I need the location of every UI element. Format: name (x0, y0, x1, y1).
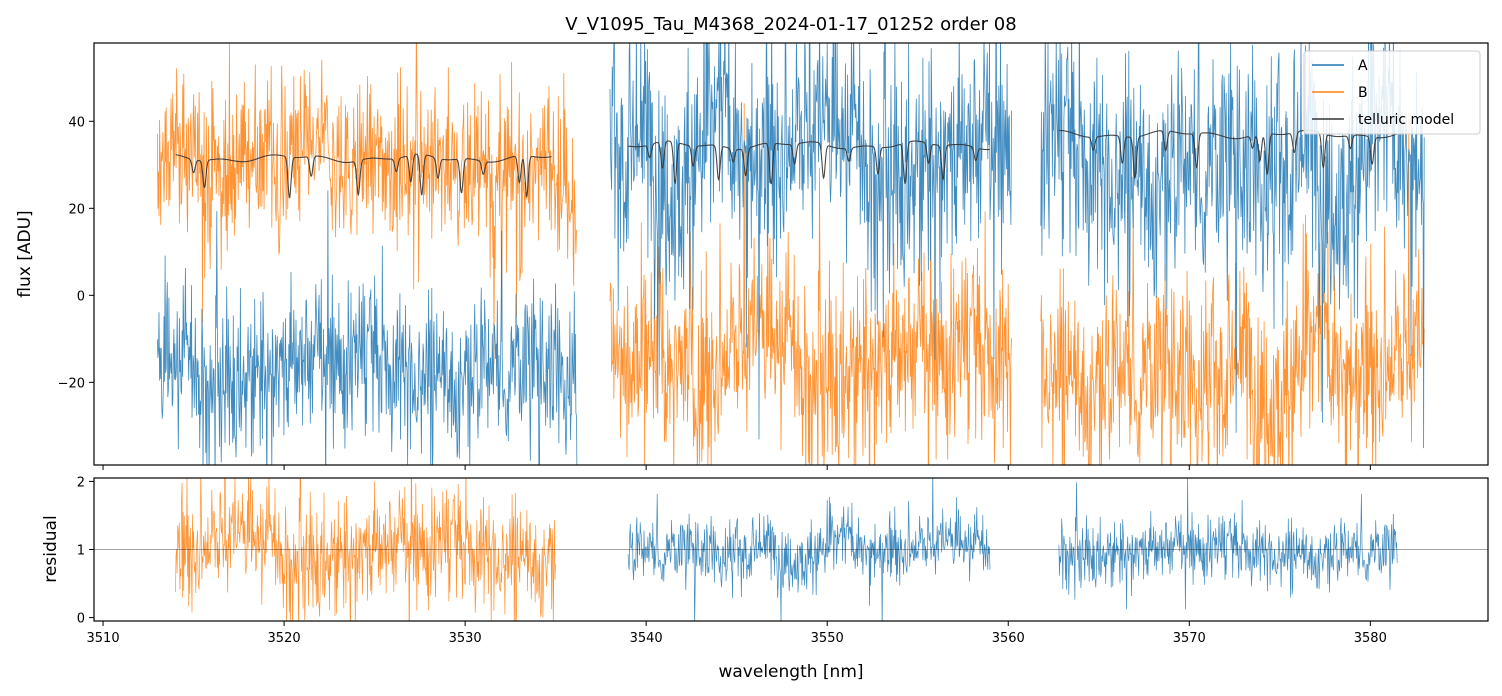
flux-series-group (157, 43, 1425, 465)
legend-label-telluric: telluric model (1358, 112, 1454, 128)
residual-x-tick-label: 3540 (630, 631, 663, 646)
residual-y-ticks: 2 1 0 (77, 475, 94, 627)
flux-y-tick-label: −20 (58, 376, 85, 391)
legend-label-b: B (1358, 85, 1368, 101)
residual-y-tick-label: 0 (77, 612, 85, 627)
residual-x-tick-label: 3580 (1354, 631, 1387, 646)
residual-x-tick: 3550 (811, 621, 844, 646)
legend: A B telluric model (1303, 50, 1481, 135)
flux-y-tick-label: 20 (68, 202, 85, 217)
flux-y-tick: 20 (68, 202, 94, 217)
residual-x-tick: 3580 (1354, 621, 1387, 646)
residual-x-tick-label: 3570 (1173, 631, 1206, 646)
flux-y-axis-label: flux [ADU] (15, 210, 35, 297)
residual-y-tick-label: 2 (77, 475, 85, 490)
residual-x-tick: 3570 (1173, 621, 1206, 646)
flux-series-telluric-model-segment-3 (1058, 129, 1398, 180)
residual-y-tick-label: 1 (77, 544, 85, 559)
flux-y-ticks: 40 20 0 −20 (58, 115, 94, 391)
flux-series-a-segment-3 (1040, 43, 1425, 449)
residual-y-axis-label: residual (41, 515, 61, 582)
residual-panel: 2 1 0 3510 3520 3530 3540 3550 3560 3570 3580 res… (41, 475, 1489, 646)
flux-series-a-segment-2 (609, 43, 1012, 440)
residual-series-group (94, 478, 1488, 621)
flux-y-tick: 0 (77, 289, 94, 304)
residual-x-ticks: 3510 3520 3530 3540 3550 3560 3570 3580 (87, 621, 1387, 646)
flux-series-telluric-model-segment-2 (627, 140, 990, 185)
residual-x-tick: 3530 (449, 621, 482, 646)
residual-y-tick: 0 (77, 612, 94, 627)
residual-series-a-segment-1 (627, 478, 991, 621)
legend-label-a: A (1358, 58, 1368, 74)
residual-x-tick-label: 3520 (268, 631, 301, 646)
flux-series-a-segment-1 (157, 190, 578, 465)
residual-x-tick-label: 3510 (87, 631, 120, 646)
flux-series-b-segment-1 (157, 43, 578, 365)
chart-title: V_V1095_Tau_M4368_2024-01-17_01252 order… (565, 14, 1016, 35)
residual-y-tick: 1 (77, 544, 94, 559)
flux-y-tick-label: 0 (77, 289, 85, 304)
flux-axes-frame (93, 42, 1489, 466)
residual-x-tick-label: 3530 (449, 631, 482, 646)
residual-x-tick: 3510 (87, 621, 120, 646)
flux-y-tick-label: 40 (68, 115, 85, 130)
flux-y-tick: 40 (68, 115, 94, 130)
residual-x-tick-label: 3560 (992, 631, 1025, 646)
residual-series-a-segment-2 (1058, 478, 1398, 610)
flux-panel: 40 20 0 −20 flux [ADU] A B telluric model (15, 42, 1489, 470)
flux-series-b-segment-3 (1040, 113, 1425, 465)
x-axis-label: wavelength [nm] (718, 662, 863, 682)
flux-series-telluric-model-segment-1 (175, 153, 552, 199)
residual-x-tick: 3520 (268, 621, 301, 646)
flux-series-b-segment-2 (609, 103, 1012, 465)
residual-x-tick: 3540 (630, 621, 663, 646)
flux-x-ticks (102, 465, 1371, 470)
residual-x-tick-label: 3550 (811, 631, 844, 646)
residual-y-tick: 2 (77, 475, 94, 490)
legend-box (1303, 50, 1481, 135)
residual-x-tick: 3560 (992, 621, 1025, 646)
flux-y-tick: −20 (58, 376, 94, 391)
residual-series-b-segment-1 (175, 478, 556, 621)
